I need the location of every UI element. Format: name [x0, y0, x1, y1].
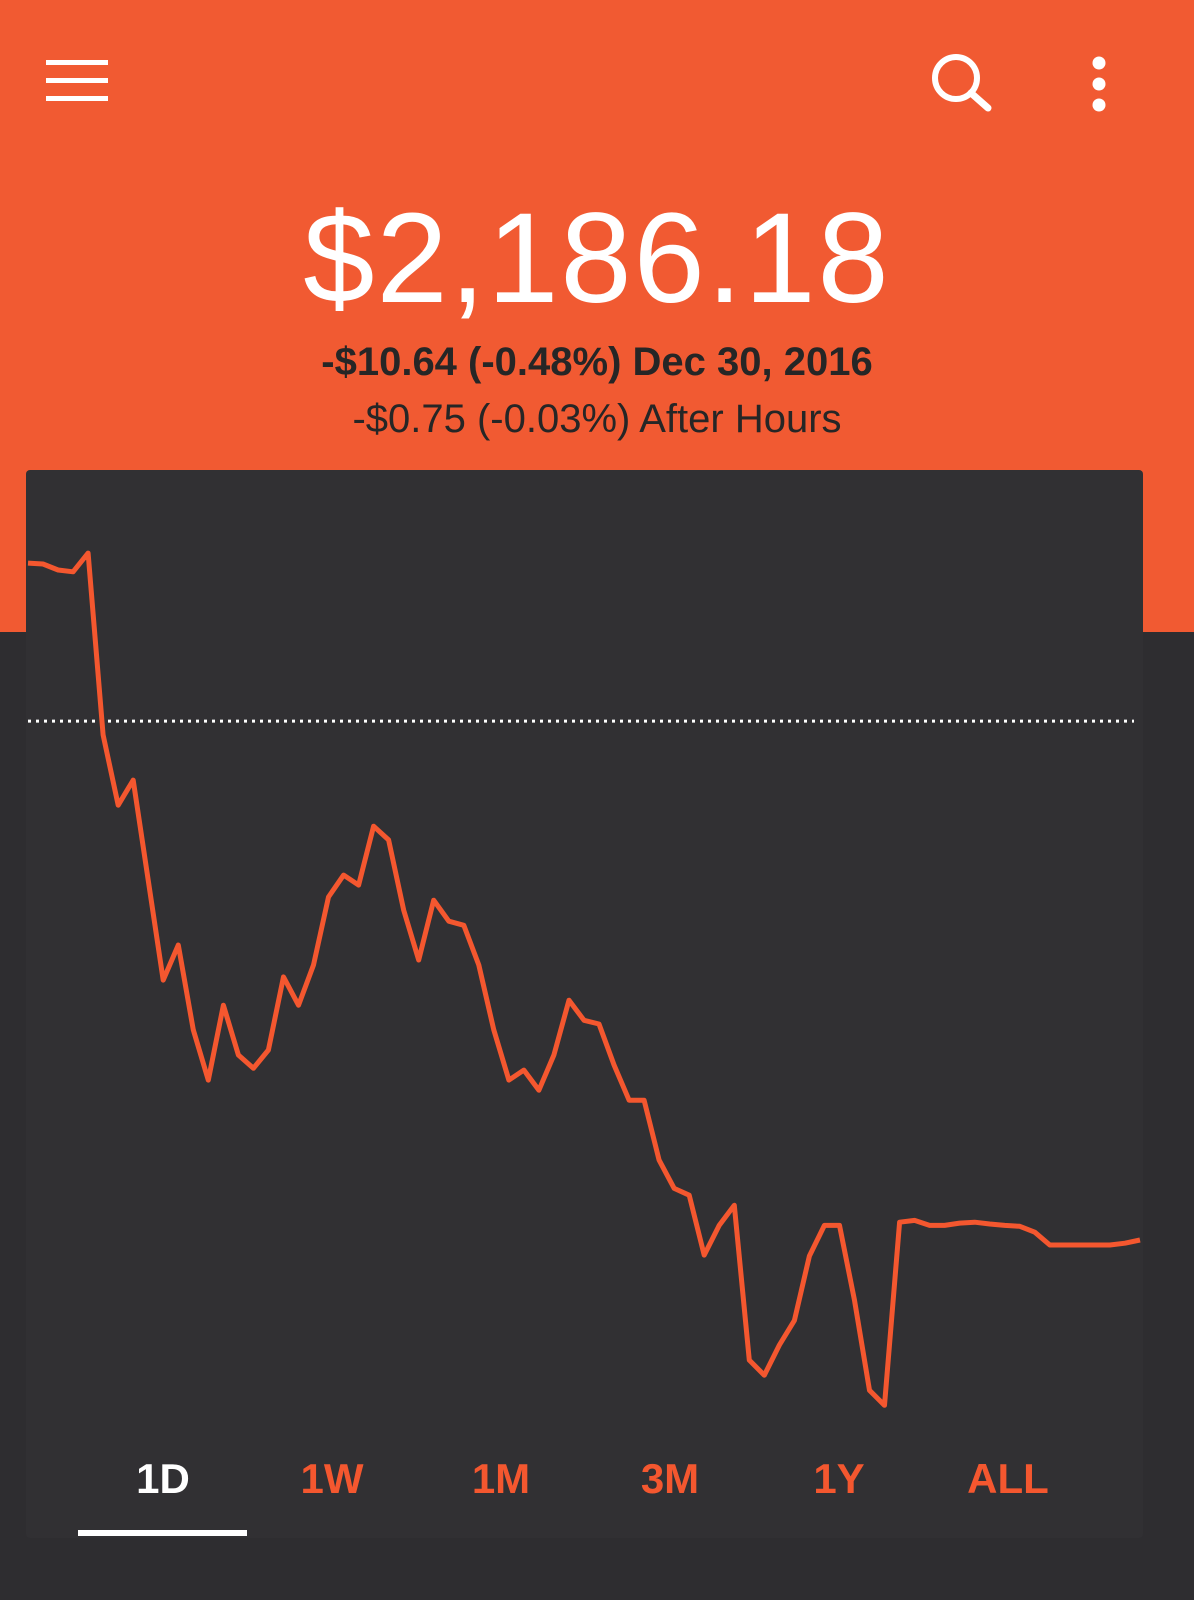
more-button[interactable] — [1086, 55, 1112, 113]
after-hours-change: -$0.75 (-0.03%) After Hours — [352, 397, 842, 441]
chart — [27, 550, 1141, 1408]
range-tab[interactable]: 1W — [300, 1455, 364, 1502]
day-change: -$10.64 (-0.48%) Dec 30, 2016 — [321, 340, 873, 384]
range-tab[interactable]: 1M — [471, 1455, 531, 1502]
range-tab[interactable]: 1Y — [813, 1455, 865, 1502]
search-button[interactable] — [930, 52, 994, 112]
selected-underline — [78, 1530, 247, 1536]
range-tab[interactable]: 1D — [136, 1455, 190, 1502]
range-tab[interactable]: ALL — [967, 1455, 1049, 1502]
range-tab[interactable]: 3M — [640, 1455, 700, 1502]
menu-button[interactable] — [46, 58, 110, 104]
portfolio-value: $2,186.18 — [303, 187, 891, 330]
chart-card — [26, 470, 1143, 1538]
price-line — [27, 550, 1141, 1408]
